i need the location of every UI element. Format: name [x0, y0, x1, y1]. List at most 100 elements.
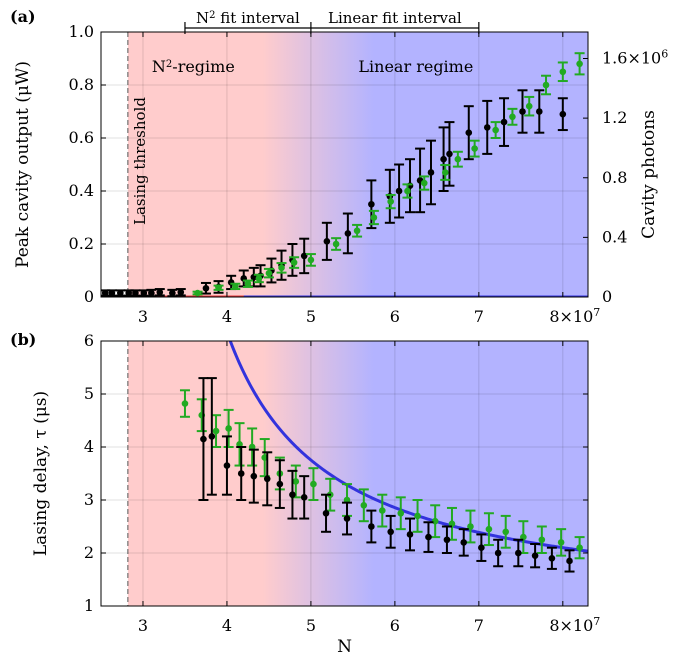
panel-a-marker: [323, 238, 331, 245]
panel-b-marker: [200, 435, 207, 443]
panel-a-black-point: [106, 289, 117, 297]
linear-fit-interval-label: Linear fit interval: [328, 9, 462, 27]
n2-regime-prefix: N: [152, 57, 166, 76]
panel-a-marker: [440, 155, 447, 163]
panel-a-x-tick-label: 3: [138, 307, 148, 326]
panel-a-green-point: [352, 223, 363, 238]
panel-a-marker: [232, 283, 239, 290]
panel-a-marker: [559, 68, 567, 76]
panel-a-green-point: [440, 164, 451, 181]
panel-a-marker: [177, 288, 185, 296]
panel-a-marker: [344, 230, 352, 237]
panel-b-black-point: [206, 377, 217, 496]
panel-a-marker: [307, 256, 315, 264]
panel-b-marker: [502, 528, 510, 536]
n2-regime-sup: 2: [166, 59, 172, 70]
panel-b-y-tick-label: 4: [84, 437, 94, 456]
fit-intervals: N2 fit interval Linear fit interval: [184, 9, 480, 34]
panel-a-y2-tick-label: 0.8: [602, 168, 627, 187]
panel-b-black-point: [564, 549, 575, 573]
panel-b-marker: [212, 427, 220, 435]
panel-a-marker: [332, 240, 340, 248]
panel-b-marker: [478, 544, 485, 551]
panel-a-marker: [519, 108, 526, 115]
panel-b-marker: [460, 539, 468, 546]
panel-a-green-point: [402, 183, 413, 199]
panel-b-y-tick-label: 5: [84, 384, 94, 403]
panel-b-black-point: [221, 435, 232, 496]
panel-b-y-tick-label: 6: [84, 331, 94, 350]
panel-b-marker: [515, 549, 522, 557]
panel-a-black-point: [415, 147, 426, 214]
panel-a-marker: [156, 288, 164, 296]
panel-a-y-tick-label: 0: [84, 287, 94, 306]
panel-b-marker: [322, 509, 330, 517]
n2-regime-label: N2-regime: [152, 57, 235, 76]
n2-fit-interval-prefix: N: [196, 9, 209, 27]
panel-b-marker: [225, 425, 232, 432]
panel-b-marker: [566, 557, 573, 565]
panel-b-green-point: [412, 499, 423, 533]
panel-a-black-point: [115, 289, 126, 297]
panel-b-black-point: [342, 501, 353, 536]
panel-b-marker: [414, 512, 421, 520]
panel-a-y2-tick-label: 0.4: [602, 227, 627, 246]
panel-a-y-tick-label: 0.6: [69, 128, 94, 147]
panel-a-marker: [278, 264, 285, 272]
panel-b-marker: [360, 502, 368, 509]
panel-a-ylabel: Peak cavity output (μW): [13, 61, 33, 268]
panel-a-marker: [108, 289, 116, 297]
panel-a-black-point: [130, 289, 141, 297]
panel-b-green-point: [308, 467, 319, 501]
panel-a-green-point: [469, 139, 480, 158]
panel-a-marker: [353, 227, 361, 235]
panel-a-marker: [117, 289, 124, 297]
panel-a-marker: [215, 284, 222, 292]
panel-a-y-tick-label: 1.0: [69, 22, 94, 41]
panel-a-green-point: [230, 282, 241, 291]
panel-a-black-point: [482, 99, 493, 155]
panel-a-x-tick-label: 4: [222, 307, 232, 326]
panel-a-green-point: [289, 256, 300, 269]
panel-b-green-point: [536, 525, 547, 554]
panel-b-black-point: [287, 469, 298, 520]
panel-a-green-point: [507, 107, 518, 126]
panel-a-green-point: [524, 95, 535, 117]
panel-a-black-point: [167, 288, 178, 297]
panel-a-marker: [368, 200, 375, 208]
n2-fit-interval-sup: 2: [209, 10, 215, 21]
panel-a-green-point: [192, 289, 203, 297]
panel-b-marker: [576, 544, 583, 551]
panel-a-y-tick-label: 0.2: [69, 234, 94, 253]
panel-b-marker: [292, 478, 300, 485]
panel-b-green-point: [574, 536, 585, 560]
panel-a-y-tick-label: 0.8: [69, 75, 94, 94]
panel-a-marker: [576, 60, 583, 68]
panel-a-black-point: [175, 288, 186, 297]
panel-a-marker: [542, 81, 550, 89]
panel-a-marker: [536, 108, 543, 115]
panel-a-black-point: [394, 163, 405, 219]
panel-b-black-point: [236, 446, 247, 501]
panel-b-marker: [250, 472, 258, 480]
panel-a-black-point: [342, 212, 353, 255]
panel-b-black-point: [385, 514, 396, 549]
panel-a-black-point: [146, 288, 157, 297]
panel-b-green-point: [483, 512, 494, 547]
panel-b-green-point: [179, 389, 190, 418]
panel-a-black-point: [321, 221, 332, 261]
panel-a-green-point: [541, 74, 552, 96]
panel-a-marker: [492, 126, 499, 134]
panel-b-marker: [289, 491, 296, 499]
panel-b: 3 4 5 6 7 8×107 1 2 3 4 5 6 (b) Lasing delay, τ (μs…: [10, 330, 600, 657]
panel-b-x-tick-label: 7: [474, 616, 484, 635]
panel-b-black-point: [366, 509, 377, 544]
panel-b-green-point: [465, 509, 476, 544]
panel-b-green-point: [500, 514, 511, 549]
linear-regime-label: Linear regime: [358, 57, 473, 76]
panel-a-marker: [140, 289, 148, 297]
panel-b-marker: [531, 552, 539, 559]
panel-a-y2-tick-label-top: 1.6×106: [602, 47, 668, 68]
panel-a-marker: [471, 145, 478, 152]
lasing-threshold-label: Lasing threshold: [131, 97, 149, 225]
